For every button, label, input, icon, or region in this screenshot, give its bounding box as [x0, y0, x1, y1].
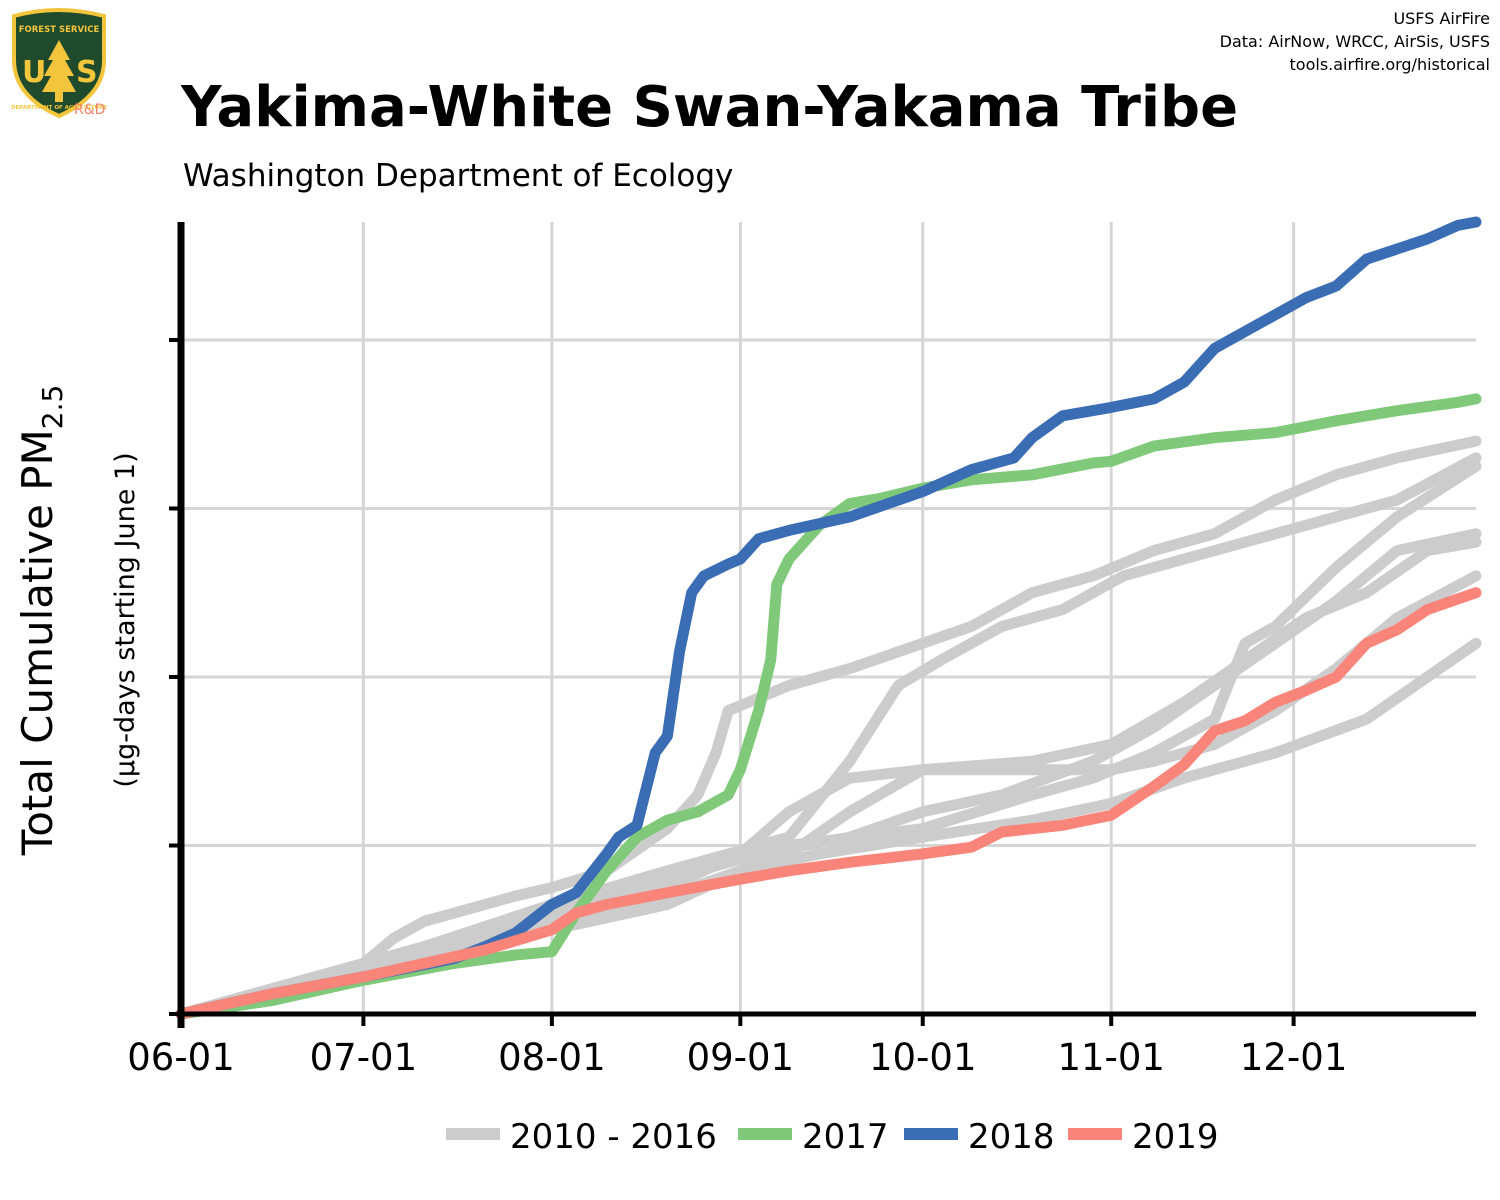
tree-icon — [42, 40, 76, 102]
series-line-2018 — [175, 216, 1482, 1020]
x-tick-label: 10-01 — [869, 1036, 977, 1079]
legend-label: 2018 — [968, 1117, 1055, 1157]
logo-bottom-text: DEPARTMENT OF AGRICULTURE — [11, 105, 107, 111]
legend-label: 2010 - 2016 — [510, 1117, 717, 1157]
series-line-historical — [175, 452, 1482, 1020]
credit-line-1: USFS AirFire — [1393, 9, 1490, 28]
logo-top-text: FOREST SERVICE — [19, 25, 100, 35]
series-line-historical — [175, 528, 1482, 1020]
legend-label: 2017 — [802, 1117, 889, 1157]
legend: 2010 - 2016 2017 2018 2019 — [446, 1117, 1219, 1157]
chart-subtitle: Washington Department of Ecology — [183, 158, 733, 194]
series-line-historical — [175, 460, 1482, 1020]
x-tick-label: 08-01 — [498, 1036, 606, 1079]
series-line-2019 — [175, 587, 1482, 1020]
logo-letter-s: S — [76, 55, 98, 90]
chart-title: Yakima-White Swan-Yakama Tribe — [180, 75, 1238, 140]
historical-series-group — [175, 435, 1482, 1020]
y-axis-label: Total Cumulative PM2.5 — [13, 385, 69, 857]
series-line-historical — [175, 637, 1482, 1020]
x-tick-label: 06-01 — [127, 1036, 235, 1079]
legend-label: 2019 — [1132, 1117, 1219, 1157]
y-axis-units: (µg-days starting June 1) — [110, 452, 141, 787]
series-line-2017 — [175, 393, 1482, 1020]
logo-badge: R&D — [74, 102, 105, 118]
highlight-series-group — [175, 216, 1482, 1020]
axes — [169, 222, 1476, 1028]
series-line-historical — [175, 435, 1482, 1020]
x-tick-label: 11-01 — [1057, 1036, 1165, 1079]
x-tick-label: 09-01 — [687, 1036, 795, 1079]
usfs-logo: U S FOREST SERVICE DEPARTMENT OF AGRICUL… — [11, 8, 107, 119]
y-axis-label-subscript: 2.5 — [36, 385, 69, 430]
credit-line-3: tools.airfire.org/historical — [1290, 55, 1490, 74]
x-tick-label: 07-01 — [310, 1036, 418, 1079]
x-tick-label: 12-01 — [1240, 1036, 1348, 1079]
y-axis-label-main: Total Cumulative PM — [13, 429, 62, 856]
logo-letter-u: U — [22, 55, 46, 90]
credit-line-2: Data: AirNow, WRCC, AirSis, USFS — [1220, 32, 1490, 51]
x-tick-labels: 06-01 07-01 08-01 09-01 10-01 11-01 12-01 — [127, 1036, 1347, 1079]
